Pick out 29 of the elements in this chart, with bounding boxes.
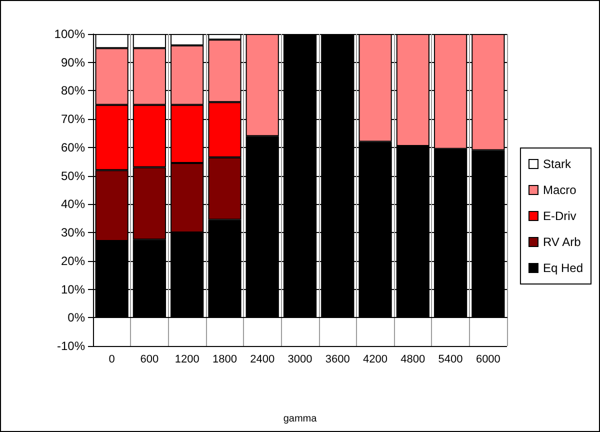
y-tick-label: 10% (60, 282, 86, 296)
legend-label: Macro (542, 183, 577, 197)
y-tick-label: 100% (54, 27, 86, 41)
legend-label: Eq Hed (542, 261, 584, 275)
x-tick-label: 1800 (212, 354, 237, 366)
x-tick-label: 5400 (438, 354, 463, 366)
y-tick-label: 0% (68, 310, 86, 325)
y-tick-label: 70% (60, 112, 86, 126)
y-tick-label: 90% (60, 55, 86, 70)
y-tick-label: 30% (60, 226, 86, 240)
y-tick-label: -10% (56, 339, 86, 353)
x-tick-label: 2400 (250, 354, 275, 366)
x-tick-label: 4200 (363, 354, 388, 366)
y-tick-label: 60% (60, 140, 86, 154)
x-tick-label: 3000 (288, 354, 312, 366)
y-tick-label: 80% (60, 84, 86, 98)
x-tick-label: 0 (108, 354, 115, 366)
x-tick-label: 4800 (400, 354, 426, 366)
y-tick-label: 20% (60, 254, 86, 268)
x-tick-label: 6000 (476, 354, 500, 366)
x-tick-label: 1200 (174, 354, 200, 366)
legend-label: E-Driv (542, 209, 576, 223)
x-tick-label: 600 (140, 354, 159, 366)
y-tick-label: 40% (60, 197, 86, 212)
y-tick-label: 50% (60, 168, 86, 183)
legend-label: RV Arb (542, 235, 582, 249)
legend-label: Stark (542, 157, 572, 171)
x-tick-label: 3600 (325, 354, 350, 366)
x-axis-title: gamma (283, 414, 318, 424)
